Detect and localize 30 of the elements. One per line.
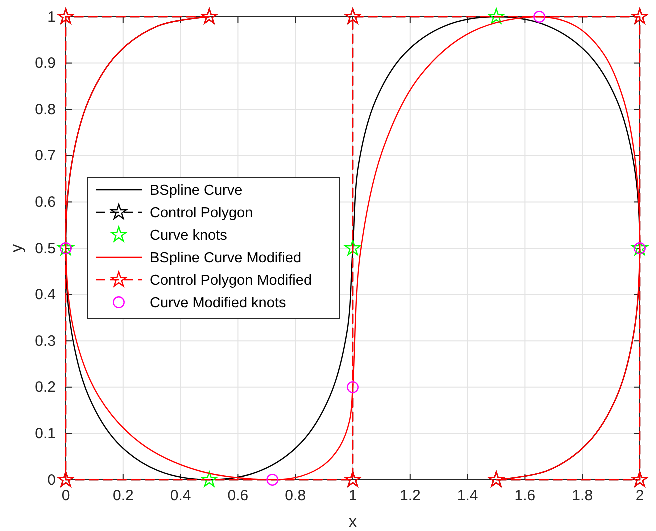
x-tick-label: 1.8 — [572, 488, 594, 505]
x-tick-label: 1.6 — [514, 488, 536, 505]
x-tick-label: 0.8 — [285, 488, 306, 505]
y-tick-label: 0 — [48, 472, 56, 489]
legend-label: BSpline Curve Modified — [150, 250, 302, 266]
y-tick-label: 0.4 — [35, 286, 56, 304]
x-tick-label: 0.6 — [228, 488, 249, 505]
x-tick-label: 1.4 — [457, 488, 478, 505]
y-tick-label: 0.6 — [35, 194, 56, 211]
x-tick-label: 1 — [348, 488, 358, 505]
legend-label: Curve knots — [150, 228, 228, 244]
y-tick-label: 0.9 — [35, 55, 56, 72]
y-tick-label: 0.1 — [35, 426, 56, 442]
legend-label: BSpline Curve — [150, 183, 243, 199]
x-axis-title: x — [349, 514, 357, 531]
x-tick-label: 1.2 — [400, 488, 421, 505]
y-tick-label: 0.3 — [35, 332, 56, 350]
y-tick-label: 0.8 — [35, 101, 56, 118]
x-tick-label: 0 — [62, 488, 70, 505]
y-tick-label: 0.7 — [35, 148, 56, 165]
y-tick-label: 1 — [48, 8, 56, 26]
legend-label: Control Polygon Modified — [150, 273, 312, 289]
x-tick-label: 0.2 — [112, 488, 134, 505]
y-axis-title: y — [9, 244, 26, 252]
x-tick-label: 0.4 — [170, 488, 192, 505]
legend-label: Control Polygon — [150, 206, 254, 222]
x-tick-label: 2 — [636, 488, 644, 505]
y-tick-label: 0.2 — [35, 379, 56, 396]
y-tick-label: 0.5 — [35, 240, 56, 258]
legend-label: Curve Modified knots — [150, 296, 286, 312]
